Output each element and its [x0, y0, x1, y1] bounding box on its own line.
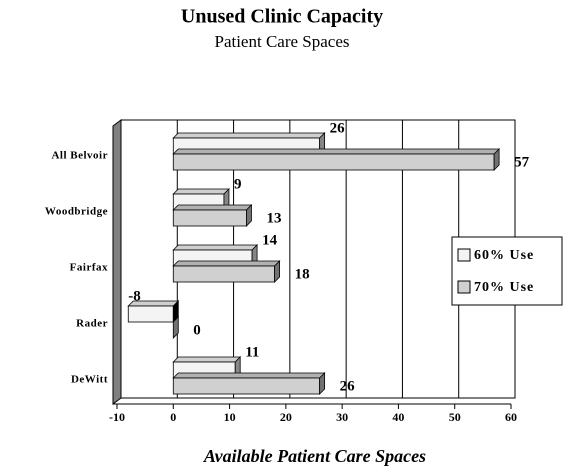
bar	[172, 265, 276, 283]
legend-box	[451, 236, 563, 306]
legend-swatch	[457, 280, 471, 294]
side-wall	[112, 119, 122, 405]
category-label: All Belvoir	[51, 150, 108, 162]
data-label: 18	[295, 266, 310, 282]
legend-swatch	[457, 248, 471, 262]
category-label: DeWitt	[71, 374, 108, 386]
category-label: Rader	[76, 318, 108, 330]
chart-subtitle: Patient Care Spaces	[214, 32, 349, 51]
bar-top	[172, 372, 326, 379]
bar-top	[172, 188, 230, 195]
bar-side	[493, 148, 500, 171]
data-label: 14	[262, 232, 278, 248]
bar	[172, 209, 247, 227]
x-tick-label: 10	[224, 410, 236, 424]
bar-top	[172, 356, 242, 363]
bar-top	[172, 204, 253, 211]
data-label: 11	[245, 344, 259, 360]
bar-top	[172, 132, 326, 139]
data-label: 9	[234, 176, 242, 192]
bar-side	[319, 372, 326, 395]
x-tick-label: -10	[109, 410, 125, 424]
data-label: 57	[514, 154, 530, 170]
bar-top	[172, 244, 259, 251]
data-label: 26	[330, 120, 346, 136]
x-tick-label: 40	[392, 410, 404, 424]
category-label: Fairfax	[70, 262, 108, 274]
bar	[172, 377, 321, 395]
x-tick-label: 20	[280, 410, 292, 424]
x-tick-label: 50	[449, 410, 461, 424]
bar	[172, 153, 495, 171]
chart-title: Unused Clinic Capacity	[181, 6, 383, 28]
legend-label: 70% Use	[474, 280, 534, 295]
bar-top	[172, 148, 501, 155]
data-label: -8	[128, 288, 141, 304]
bar-side	[246, 204, 252, 227]
data-label: 13	[266, 210, 281, 226]
legend-label: 60% Use	[474, 248, 534, 263]
x-tick-label: 60	[505, 410, 517, 424]
data-label: 0	[193, 322, 201, 338]
x-axis-title: Available Patient Care Spaces	[203, 446, 426, 466]
bar-top	[172, 260, 281, 267]
bar-side	[274, 260, 281, 283]
bar	[127, 305, 174, 323]
x-tick-label: 30	[336, 410, 348, 424]
data-label: 26	[340, 378, 356, 394]
category-label: Woodbridge	[45, 206, 108, 218]
bar-side	[172, 316, 179, 339]
x-tick-label: 0	[170, 410, 176, 424]
